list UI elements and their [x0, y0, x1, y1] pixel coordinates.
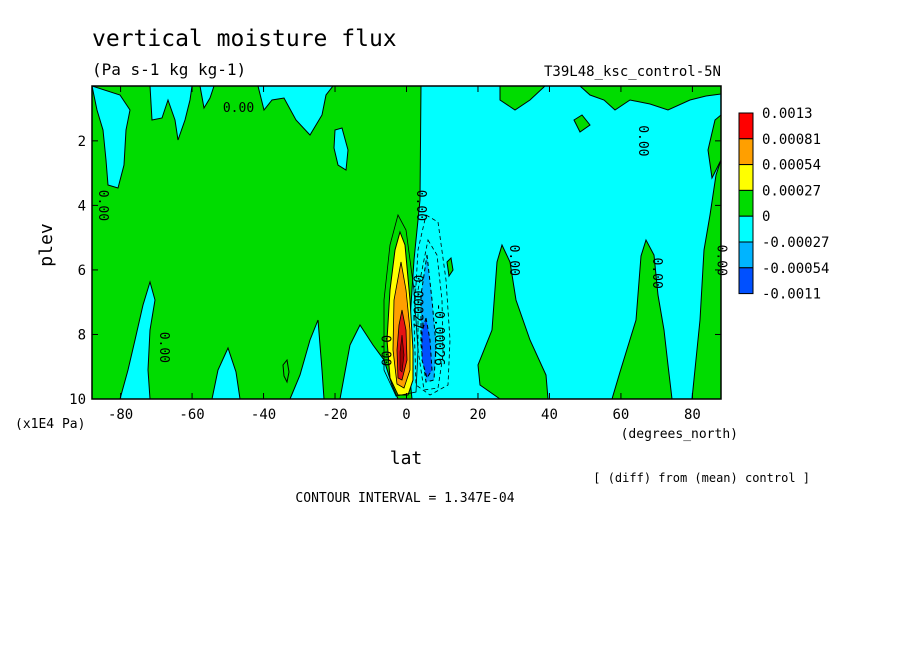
y-tick-label: 8 [78, 327, 86, 343]
color-legend: 0.0013 0.00081 0.00054 0.00027 0 -0.00027 -0.0… [738, 106, 829, 303]
x-axis-units: (degrees_north) [621, 427, 738, 442]
legend-level-label: -0.00054 [762, 261, 829, 277]
cyan-hole-1 [92, 86, 131, 189]
green-blob-1 [282, 358, 290, 384]
cyan-hole-3 [257, 86, 334, 136]
legend-level-label: 0.00027 [762, 183, 821, 199]
contour-label: 0.00 [95, 190, 110, 221]
legend-level-label: -0.0011 [762, 287, 821, 303]
y-axis-units: (x1E4 Pa) [15, 417, 85, 432]
x-tick-label: 0 [402, 407, 410, 423]
x-tick-label: 60 [613, 407, 630, 423]
green-streak-n1 [477, 243, 549, 399]
x-tick-label: -60 [179, 407, 204, 423]
negative-contour-2 [417, 238, 444, 391]
deep-blue-core [421, 317, 433, 380]
cyan-hole-5 [199, 86, 215, 110]
legend-swatch [738, 241, 754, 269]
green-blob-2 [446, 256, 454, 278]
x-axis-title: lat [390, 448, 423, 469]
negative-contour-1 [413, 214, 451, 396]
x-axis: -80 -60 -40 -20 0 20 40 60 80 [108, 86, 701, 423]
contour-label: 0.00 [649, 257, 664, 288]
contour-label: 0.00 [506, 245, 521, 276]
contour-label: 0.00 [713, 245, 728, 276]
y-tick-label: 10 [69, 392, 86, 408]
y-tick-label: 4 [78, 198, 86, 214]
legend-swatch [738, 138, 754, 166]
cyan-hole-4 [333, 127, 349, 171]
x-tick-label: -20 [322, 407, 347, 423]
legend-level-label: 0.00054 [762, 158, 821, 174]
y-tick-label: 2 [78, 134, 86, 150]
contour-label: 0.00 [635, 125, 650, 156]
legend-level-label: -0.00027 [762, 235, 829, 251]
green-top-n4 [707, 114, 721, 180]
green-streak-n2 [611, 238, 673, 399]
x-tick-label: 20 [470, 407, 487, 423]
y-axis-title: plev [36, 223, 57, 266]
contour-label: 0.00 [156, 332, 171, 363]
legend-swatch [738, 189, 754, 217]
chart-title: vertical moisture flux [92, 26, 397, 52]
legend-swatch [738, 267, 754, 295]
legend-level-label: 0 [762, 209, 770, 225]
green-top-n2 [579, 86, 721, 111]
contour-label: 0.00 [377, 335, 392, 366]
contour-label: 0.00027 [410, 275, 425, 330]
y-axis: 2 4 6 8 10 [69, 134, 721, 408]
contour-field [92, 86, 721, 399]
chart-units: (Pa s-1 kg kg-1) [92, 60, 246, 79]
green-top-n3 [573, 114, 591, 133]
x-tick-label: 40 [541, 407, 558, 423]
legend-level-label: 0.00081 [762, 132, 821, 148]
legend-swatch [738, 164, 754, 191]
cyan-hole-2 [149, 86, 193, 141]
green-streak-n3 [691, 159, 721, 399]
experiment-label: T39L48_ksc_control-5N [544, 64, 721, 80]
contour-label: 0.00 [223, 101, 254, 116]
contour-interval: CONTOUR INTERVAL = 1.347E-04 [295, 491, 514, 506]
green-top-n1 [499, 86, 546, 111]
diff-note: [ (diff) from (mean) control ] [593, 471, 810, 485]
legend-swatch [738, 215, 754, 243]
contour-label: 0.00 [413, 190, 428, 221]
x-tick-label: -80 [108, 407, 133, 423]
legend-level-label: 0.0013 [762, 106, 813, 122]
contour-labels: 0.00 0.00 0.00 0.00 0.00 0.00 0.00 0.00 0.00 0.00… [95, 101, 728, 366]
x-tick-label: 80 [684, 407, 701, 423]
x-tick-label: -40 [251, 407, 276, 423]
y-tick-label: 6 [78, 263, 86, 279]
legend-swatch [738, 112, 754, 140]
dark-core [399, 334, 405, 373]
contour-label: -0.00026 [431, 303, 446, 366]
